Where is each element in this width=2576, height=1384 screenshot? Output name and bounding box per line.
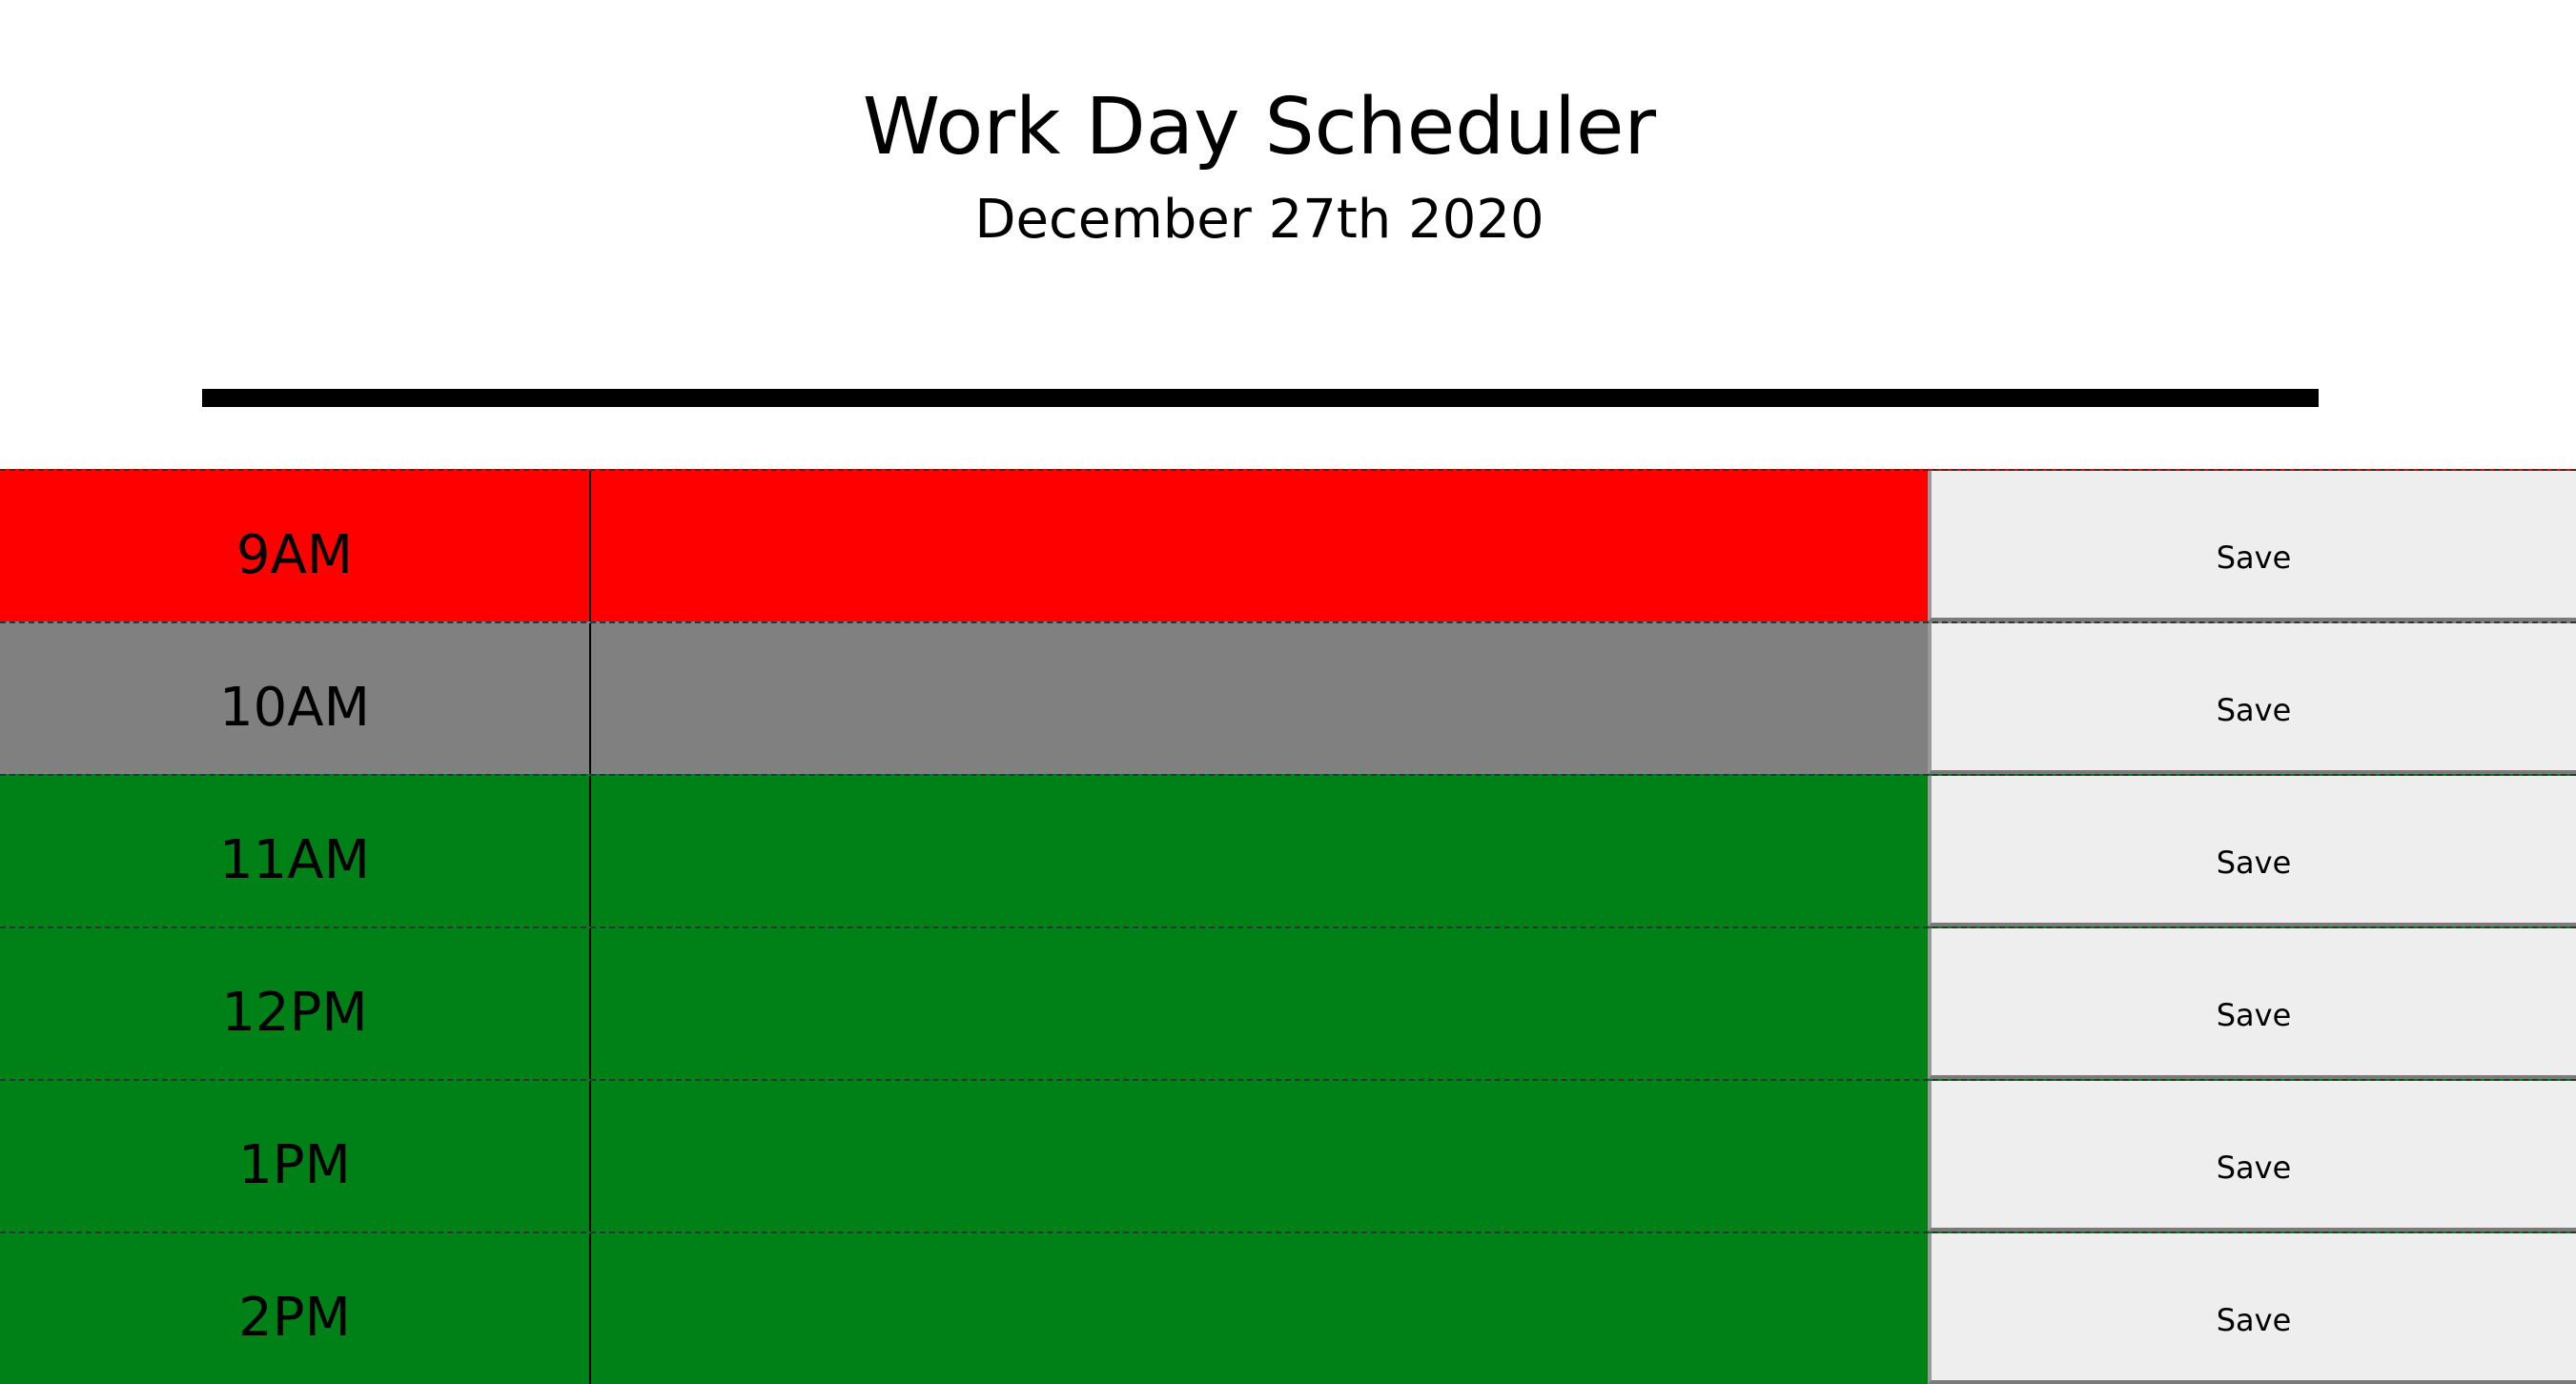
event-input[interactable] xyxy=(591,471,1928,621)
hour-label: 9AM xyxy=(0,471,591,621)
current-date: December 27th 2020 xyxy=(974,189,1544,251)
event-input[interactable] xyxy=(591,1081,1928,1231)
event-input[interactable] xyxy=(591,1233,1928,1384)
save-button[interactable]: Save xyxy=(1928,1081,2576,1231)
save-button[interactable]: Save xyxy=(1928,471,2576,621)
save-button[interactable]: Save xyxy=(1928,1233,2576,1384)
save-button[interactable]: Save xyxy=(1928,928,2576,1079)
timeblock-row: 12PM Save xyxy=(0,926,2576,1079)
timeblock-row: 2PM Save xyxy=(0,1231,2576,1384)
hour-label: 11AM xyxy=(0,776,591,926)
event-input[interactable] xyxy=(591,776,1928,926)
timeblock-row: 9AM Save xyxy=(0,469,2576,621)
event-input[interactable] xyxy=(591,623,1928,774)
hour-label: 12PM xyxy=(0,928,591,1079)
save-button[interactable]: Save xyxy=(1928,623,2576,774)
hour-label: 2PM xyxy=(0,1233,591,1384)
timeblock-list: 9AM Save 10AM Save 11AM Save 12PM Save 1… xyxy=(0,469,2576,1384)
hour-label: 1PM xyxy=(0,1081,591,1231)
header-divider xyxy=(202,389,2319,407)
hour-label: 10AM xyxy=(0,623,591,774)
timeblock-row: 11AM Save xyxy=(0,774,2576,926)
event-input[interactable] xyxy=(591,928,1928,1079)
save-button[interactable]: Save xyxy=(1928,776,2576,926)
page-title: Work Day Scheduler xyxy=(862,82,1657,173)
timeblock-row: 1PM Save xyxy=(0,1079,2576,1231)
timeblock-row: 10AM Save xyxy=(0,621,2576,774)
